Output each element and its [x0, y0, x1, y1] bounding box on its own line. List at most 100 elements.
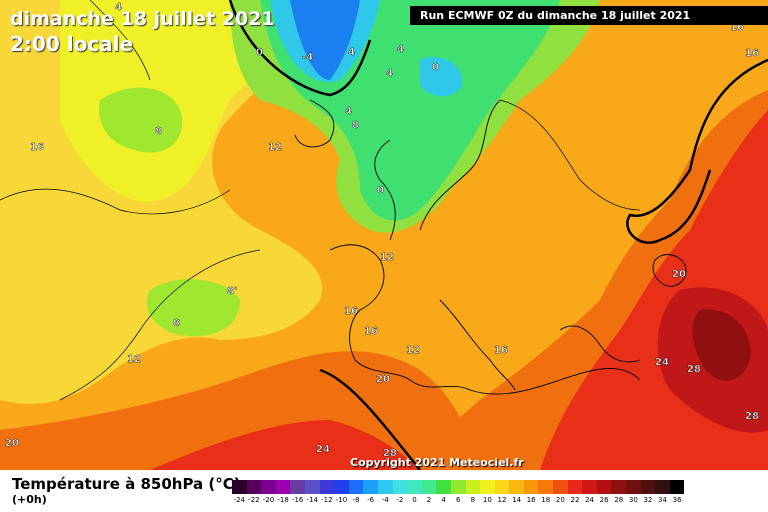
contour-label: 16: [745, 48, 759, 59]
scale-swatch: [509, 480, 524, 494]
contour-label: 16: [30, 142, 44, 153]
scale-label: -8: [352, 496, 360, 504]
scale-swatch: [553, 480, 568, 494]
scale-label: -4: [381, 496, 389, 504]
contour-label: 20: [672, 269, 686, 280]
contour-label: 12: [380, 252, 394, 263]
legend-subtitle: (+0h): [12, 493, 47, 506]
scale-swatch: [480, 480, 495, 494]
scale-swatch: [407, 480, 422, 494]
scale-label: -10: [335, 496, 348, 504]
scale-label: 10: [482, 496, 492, 504]
contour-label: 20: [376, 374, 390, 385]
contour-label: 4: [397, 44, 404, 55]
scale-swatch: [392, 480, 408, 494]
scale-swatch: [319, 480, 335, 494]
contour-label: 8: [352, 120, 359, 131]
contour-label: 16: [730, 22, 744, 33]
scale-label: 16: [526, 496, 536, 504]
scale-label: 20: [555, 496, 565, 504]
scale-swatch: [290, 480, 305, 494]
scale-label: -20: [262, 496, 275, 504]
contour-label: 28: [687, 364, 701, 375]
scale-label: -16: [291, 496, 304, 504]
contour-label: 12: [406, 345, 420, 356]
contour-label: 20: [5, 438, 19, 449]
contour-label: 0: [377, 185, 384, 196]
scale-swatch: [232, 480, 247, 494]
scale-label: -6: [367, 496, 375, 504]
scale-label: 24: [585, 496, 594, 504]
contour-label: 12: [127, 354, 141, 365]
scale-label: 28: [614, 496, 624, 504]
copyright-text: Copyright 2021 Meteociel.fr: [350, 456, 524, 469]
color-scale-labels: -24 -22 -20 -18 -16 -14 -12 -10 -8 -6 -4 -2 0 2 4 6 8 10 1…: [232, 496, 684, 504]
scale-swatch: [669, 480, 685, 494]
scale-swatch: [640, 480, 656, 494]
contour-label: 16: [494, 345, 508, 356]
scale-label: 30: [628, 496, 638, 504]
scale-swatch: [611, 480, 627, 494]
scale-swatch: [494, 480, 510, 494]
scale-label: 12: [497, 496, 507, 504]
contour-label: 4: [348, 47, 355, 58]
scale-label: 36: [672, 496, 682, 504]
scale-label: 14: [512, 496, 522, 504]
scale-label: 8: [470, 496, 476, 504]
contour-label: 0: [432, 62, 439, 73]
scale-swatch: [304, 480, 320, 494]
scale-swatch: [334, 480, 349, 494]
scale-label: 22: [570, 496, 580, 504]
scale-label: -24: [233, 496, 246, 504]
scale-label: 0: [412, 496, 417, 504]
contour-label: 4: [115, 2, 122, 13]
forecast-time: 2:00 locale: [10, 32, 134, 56]
contour-label: 28: [383, 448, 397, 459]
scale-swatch: [596, 480, 612, 494]
scale-swatch: [538, 480, 554, 494]
scale-swatch: [582, 480, 597, 494]
scale-label: 34: [658, 496, 667, 504]
contour-label: -4: [302, 52, 313, 63]
scale-label: 26: [599, 496, 609, 504]
scale-label: 2: [426, 496, 432, 504]
contour-label: 24: [655, 357, 669, 368]
forecast-date: dimanche 18 juillet 2021: [10, 8, 275, 30]
scale-swatch: [436, 480, 451, 494]
scale-swatch: [261, 480, 276, 494]
scale-label: -18: [277, 496, 289, 504]
contour-label: 4: [345, 106, 352, 117]
contour-label: 0: [256, 47, 263, 58]
contour-label: 28: [745, 411, 759, 422]
legend-title: Température à 850hPa (°C): [12, 475, 241, 493]
scale-swatch: [363, 480, 378, 494]
scale-label: -2: [396, 496, 404, 504]
contour-label: 8: [173, 318, 180, 329]
scale-label: 4: [441, 496, 446, 504]
scale-swatch: [465, 480, 481, 494]
contour-label: 16: [364, 326, 378, 337]
contour-label: 24: [316, 444, 330, 455]
contour-label: 12: [268, 142, 282, 153]
run-info-bar: Run ECMWF 0Z du dimanche 18 juillet 2021: [410, 6, 768, 25]
scale-swatch: [377, 480, 393, 494]
contour-label: 4: [386, 68, 393, 79]
scale-swatch: [450, 480, 466, 494]
scale-label: -12: [321, 496, 333, 504]
scale-swatch: [655, 480, 670, 494]
scale-swatch: [626, 480, 641, 494]
scale-label: 18: [541, 496, 551, 504]
scale-label: 6: [455, 496, 461, 504]
contour-label: 8: [155, 126, 162, 137]
scale-label: 32: [643, 496, 653, 504]
scale-label: -22: [248, 496, 260, 504]
scale-swatch: [348, 480, 364, 494]
scale-swatch: [523, 480, 539, 494]
scale-label: -14: [306, 496, 318, 504]
color-scale: [232, 480, 685, 494]
contour-label: 16: [344, 306, 358, 317]
scale-swatch: [275, 480, 291, 494]
scale-swatch: [246, 480, 262, 494]
contour-label: 8': [227, 286, 237, 297]
